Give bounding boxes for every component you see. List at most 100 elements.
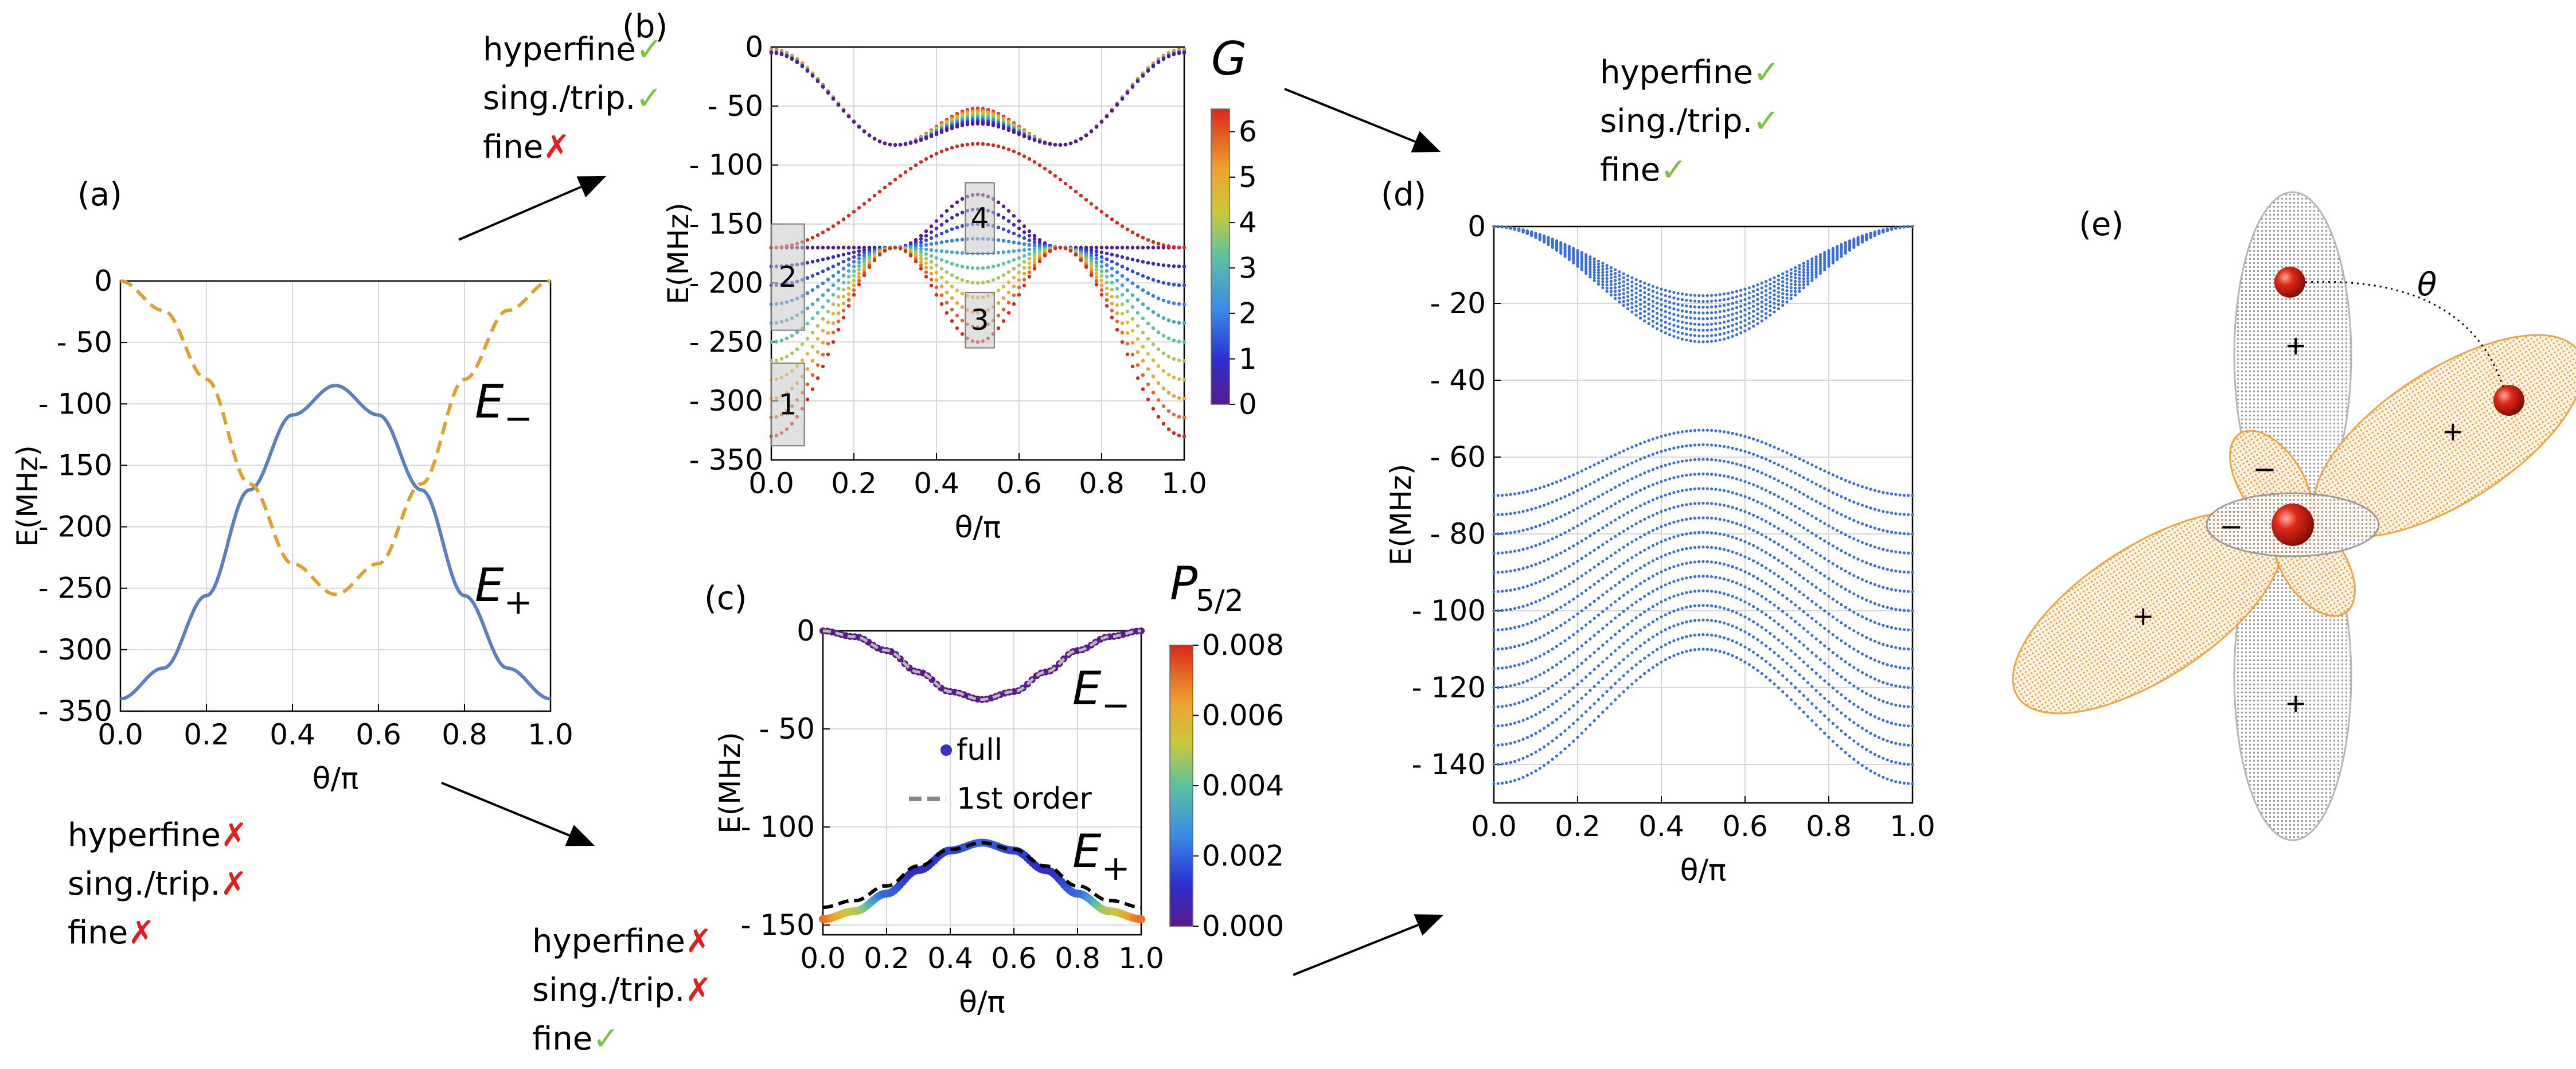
upper-band-point	[1781, 276, 1785, 279]
upper-band-point	[1802, 283, 1805, 287]
y-tick-label: - 100	[1412, 594, 1486, 627]
lower-band-point	[1027, 233, 1032, 238]
lower-band-point	[1710, 502, 1714, 505]
lower-band-point	[857, 271, 861, 275]
lower-band-point	[1135, 284, 1140, 289]
lower-band-point	[1660, 510, 1663, 513]
lower-band-point	[1818, 519, 1822, 523]
lower-band-point	[1622, 690, 1625, 693]
lower-band-point	[1911, 494, 1914, 497]
lower-band-point	[1680, 607, 1684, 610]
lower-band-point	[1547, 742, 1550, 746]
lower-band-point	[1538, 654, 1541, 658]
lower-band-point	[1798, 607, 1801, 610]
lower-band-point	[805, 337, 810, 341]
lower-band-point	[1898, 646, 1902, 650]
lower-band-point	[1802, 610, 1805, 614]
lower-band-point	[1802, 476, 1805, 479]
sign-top: +	[2285, 330, 2307, 361]
lower-band-point	[1638, 598, 1642, 601]
lower-band-point	[1722, 636, 1726, 639]
upper-band-point	[1814, 270, 1818, 274]
lower-band-point	[1810, 634, 1814, 637]
lower-band-point	[1902, 685, 1906, 689]
lower-band-point	[1146, 321, 1150, 326]
flag-c-fine: fine✓	[532, 1020, 619, 1058]
lower-band-point	[1130, 329, 1135, 333]
lower-band-point	[1135, 272, 1140, 276]
lower-band-point	[1727, 505, 1730, 508]
lower-band-point	[1894, 723, 1898, 726]
lower-band-point	[1856, 502, 1860, 505]
mid-line-point	[929, 154, 934, 158]
upper-band-point	[1006, 128, 1011, 132]
lower-band-point	[1752, 650, 1755, 654]
lower-band-point	[1823, 574, 1826, 578]
lower-band-point	[1492, 763, 1496, 766]
lower-band-point	[1773, 493, 1776, 496]
lower-band-point	[1865, 486, 1868, 490]
lower-band-point	[1722, 489, 1726, 493]
lower-band-point	[1177, 434, 1181, 438]
plot-frame	[119, 280, 552, 712]
lower-band-point	[831, 302, 836, 306]
lower-band-point	[795, 330, 799, 334]
upper-band-point	[1593, 257, 1596, 261]
panel-b-label: (b)	[622, 8, 668, 45]
lower-band-point	[1555, 590, 1559, 594]
lower-band-point	[1668, 626, 1672, 630]
upper-band-point	[883, 141, 887, 146]
upper-band-point	[1714, 293, 1718, 297]
lower-band-point	[1601, 610, 1605, 614]
x-tick-label: 0.6	[996, 467, 1042, 500]
lower-band-point	[1656, 542, 1659, 545]
mid-line-point	[1099, 210, 1104, 214]
lower-band-point	[1501, 590, 1504, 593]
lower-band-point	[1501, 513, 1504, 516]
upper-band-point	[1584, 255, 1588, 259]
lower-band-point	[1760, 471, 1763, 475]
upper-band-point	[1785, 289, 1789, 292]
lower-band-point	[1701, 604, 1705, 607]
lower-band-point	[1521, 642, 1525, 646]
upper-band-point	[1618, 270, 1621, 274]
upper-band-point	[986, 122, 990, 127]
upper-band-point	[1584, 260, 1588, 263]
lower-band-point	[1869, 657, 1872, 660]
lower-band-point	[1559, 587, 1563, 591]
lower-band-point	[1618, 629, 1621, 633]
upper-band-point	[1605, 283, 1609, 287]
lower-band-point	[1756, 623, 1759, 626]
upper-band-point	[950, 126, 954, 131]
upper-band-point	[1831, 261, 1835, 265]
upper-band-point	[1588, 268, 1592, 271]
lower-band-point	[1727, 461, 1730, 464]
upper-band-point	[1710, 294, 1714, 297]
lower-band-point	[1618, 500, 1621, 503]
lower-band-point	[1747, 557, 1751, 560]
lower-band-point	[1827, 665, 1830, 669]
state-box-3	[965, 291, 995, 349]
lower-band-point	[1089, 248, 1094, 252]
lower-band-point	[1593, 599, 1596, 603]
lower-band-point	[1769, 616, 1772, 619]
lower-band-point	[1747, 647, 1751, 651]
lower-band-point	[1789, 665, 1793, 669]
lower-band-point	[1882, 491, 1885, 494]
upper-band-point	[1718, 321, 1722, 325]
lower-band-point	[1614, 584, 1617, 587]
upper-band-point	[1705, 311, 1709, 315]
lower-band-point	[1898, 685, 1902, 688]
lower-band-point	[1172, 431, 1176, 435]
lower-band-point	[1622, 561, 1625, 565]
lower-band-point	[1547, 687, 1550, 690]
lower-band-point	[1509, 723, 1512, 726]
lower-band-point	[1626, 511, 1630, 514]
label-E-minus-a: E−	[475, 375, 533, 439]
x-tick-label: 0.8	[1806, 810, 1852, 843]
lower-band-point	[1860, 485, 1864, 489]
lower-band-point	[1823, 522, 1826, 525]
lower-band-point	[1584, 623, 1588, 627]
lower-band-point	[1831, 721, 1835, 725]
lower-band-point	[1735, 447, 1738, 451]
